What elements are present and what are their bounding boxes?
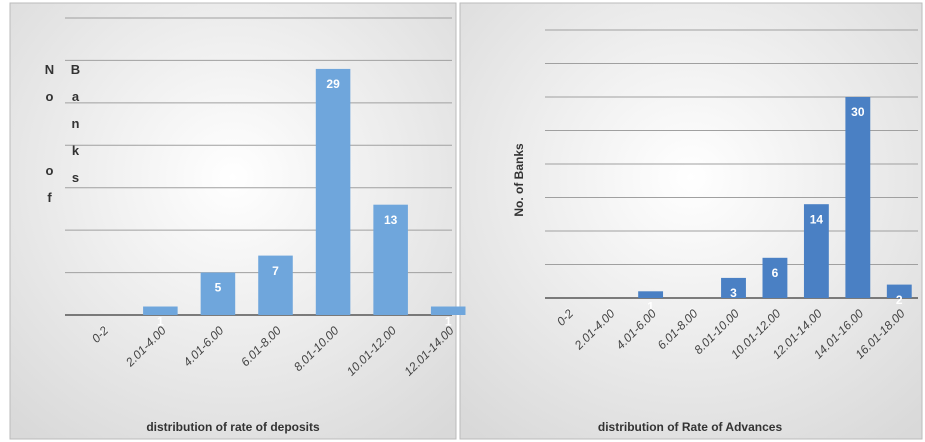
bar: [430, 306, 466, 315]
bar: [143, 306, 178, 315]
bar: [638, 291, 664, 298]
y-axis-title: No. of Banks: [512, 143, 526, 217]
bar: [258, 255, 293, 315]
data-label: 7: [272, 264, 279, 278]
data-label: 5: [215, 281, 222, 295]
bar: [315, 68, 351, 316]
panel: [459, 2, 923, 440]
data-label: 13: [384, 213, 398, 227]
data-label: 0: [606, 306, 613, 320]
bar: [373, 204, 408, 315]
x-axis-title: distribution of rate of deposits: [146, 420, 320, 434]
bar: [803, 204, 829, 298]
bar: [886, 284, 912, 298]
data-label: 0: [99, 323, 106, 337]
data-label: 29: [326, 77, 340, 91]
data-label: 30: [851, 105, 865, 119]
bar: [845, 97, 871, 298]
bar: [762, 257, 788, 298]
data-label: 0: [689, 306, 696, 320]
data-label: 0: [564, 306, 571, 320]
data-label: 6: [772, 266, 779, 280]
bar: [200, 272, 236, 315]
data-label: 1: [157, 315, 164, 329]
x-axis-title: distribution of Rate of Advances: [598, 420, 783, 434]
data-label: 2: [896, 293, 903, 307]
data-label: 1: [445, 315, 452, 329]
data-label: 1: [647, 299, 654, 313]
y-axis-title: No of Banks: [42, 62, 83, 217]
bar: [721, 277, 746, 298]
data-label: 3: [730, 286, 737, 300]
data-label: 14: [810, 212, 824, 226]
